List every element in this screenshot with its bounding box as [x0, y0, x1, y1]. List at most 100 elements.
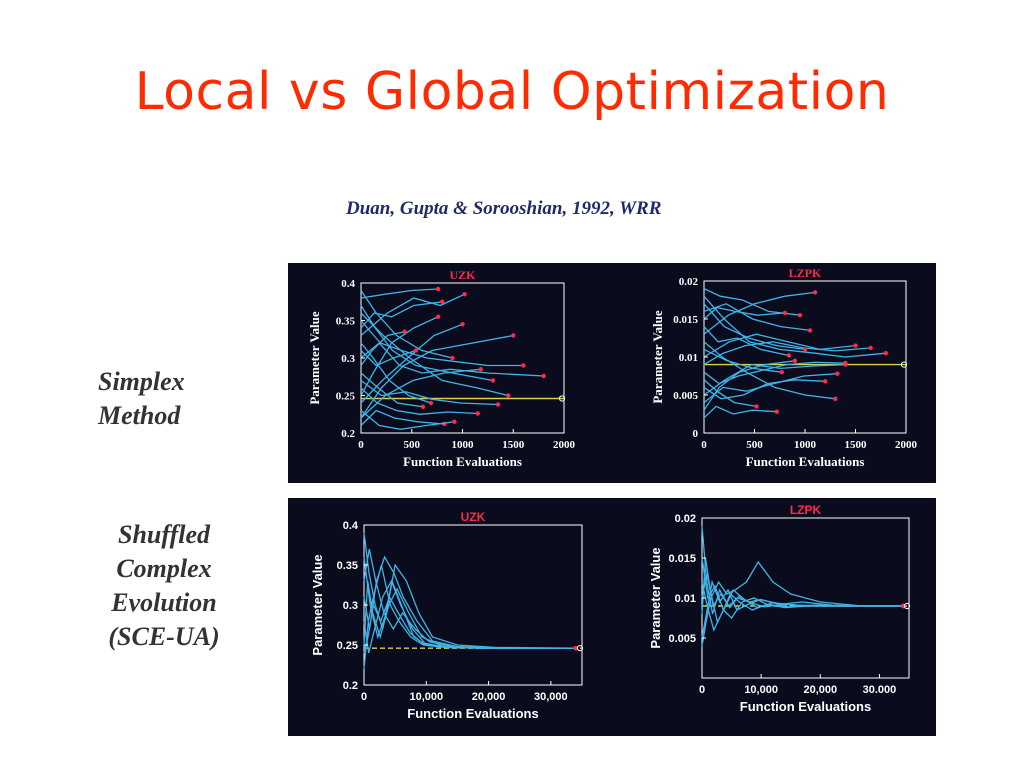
series-line-8 — [363, 595, 576, 654]
series-end-marker-19 — [413, 348, 419, 353]
series-line-14 — [360, 320, 524, 367]
series-line-6 — [701, 579, 904, 639]
row-label-simplex-line2: Method — [98, 401, 181, 430]
y-tick-label: 0.25 — [336, 391, 356, 403]
series-end-marker-17 — [782, 310, 787, 316]
y-axis-label: Parameter Value — [307, 311, 322, 404]
row-label-sce: Shuffled Complex Evolution (SCE-UA) — [84, 518, 244, 654]
series-end-marker-17 — [440, 299, 445, 304]
x-tick-label: 0 — [358, 439, 364, 451]
x-axis-label: Function Evaluations — [407, 706, 538, 721]
y-tick-label: 0.35 — [337, 560, 358, 572]
series-line-17 — [703, 306, 785, 320]
series-line-3 — [703, 341, 836, 400]
slide-title: Local vs Global Optimization — [134, 62, 890, 122]
x-tick-label: 1500 — [845, 439, 868, 451]
x-tick-label: 30.000 — [863, 684, 897, 696]
optimum-point — [576, 645, 584, 652]
y-tick-label: 0.25 — [337, 640, 358, 652]
series-line-11 — [703, 405, 777, 419]
series-end-marker-16 — [478, 367, 483, 372]
series-end-marker-1 — [450, 355, 455, 361]
series-line-7 — [703, 288, 800, 316]
series-line-11 — [360, 342, 432, 404]
series-end-marker-20 — [452, 419, 457, 424]
y-tick-label: 0.2 — [343, 680, 358, 692]
sce-lzpk-chart: 0 10,000 20,000 30.000 0.005 0.01 0.015 0.02 LZP… — [648, 503, 911, 714]
y-tick-label: 0.02 — [679, 276, 699, 288]
series-line-16 — [360, 368, 481, 419]
row-label-simplex: Simplex Method — [98, 365, 185, 433]
series-line-5 — [701, 557, 904, 620]
y-tick-label: 0.3 — [341, 353, 355, 365]
x-tick-label: 0 — [361, 691, 367, 703]
series-end-marker-10 — [460, 322, 465, 327]
y-tick-label: 0.4 — [341, 278, 355, 290]
series-line-10 — [703, 341, 871, 366]
series-line-7 — [363, 548, 576, 649]
x-tick-label: 1000 — [794, 439, 817, 451]
series-line-19 — [360, 349, 417, 367]
y-tick-label: 0 — [693, 428, 699, 440]
series-end-marker-7 — [462, 292, 467, 297]
row-label-sce-line1: Shuffled — [118, 520, 210, 549]
plot-frame — [703, 280, 907, 434]
series-end-marker-11 — [428, 400, 434, 406]
simplex-uzk-chart: 0 500 1000 1500 2000 0.2 0.25 0.3 0.35 0.4 UZK Func… — [307, 268, 576, 469]
series-line-17 — [360, 301, 443, 329]
series-end-marker-13 — [823, 379, 828, 384]
series-end-marker-11 — [774, 409, 779, 414]
x-tick-label: 20,000 — [803, 684, 837, 696]
x-axis-label: Function Evaluations — [746, 454, 865, 469]
citation: Duan, Gupta & Sorooshian, 1992, WRR — [346, 198, 662, 219]
simplex-lzpk-chart: 0 500 1000 1500 2000 0 0.005 0.01 0.015 0.02 LZPK F… — [650, 266, 918, 469]
series-line-18 — [360, 379, 499, 406]
series-line-18 — [703, 373, 838, 404]
chart-title: UZK — [449, 268, 476, 282]
x-tick-label: 0 — [701, 439, 707, 451]
plot-frame — [363, 524, 583, 686]
chart-title: LZPK — [789, 266, 822, 280]
optimum-point — [900, 361, 908, 368]
series-line-5 — [360, 312, 509, 397]
series-end-marker-8 — [573, 646, 578, 651]
series-line-10 — [360, 323, 463, 404]
series-line-12 — [360, 288, 439, 299]
x-tick-label: 2000 — [895, 439, 918, 451]
x-tick-label: 1000 — [452, 439, 475, 451]
series-end-marker-12 — [435, 286, 441, 292]
series-line-4 — [701, 557, 904, 624]
series-end-marker-7 — [797, 313, 803, 318]
y-tick-label: 0.005 — [673, 390, 698, 402]
y-tick-label: 0.015 — [668, 553, 696, 565]
series-line-1 — [360, 290, 453, 359]
simplex-figure-panel: 0 500 1000 1500 2000 0.2 0.25 0.3 0.35 0.4 UZK Func… — [288, 263, 936, 483]
series-line-6 — [703, 333, 856, 358]
chart-title: UZK — [461, 510, 486, 524]
series-line-5 — [703, 379, 757, 408]
y-axis-label: Parameter Value — [310, 554, 325, 655]
series-end-marker-18 — [835, 371, 840, 376]
row-label-sce-line2: Complex — [116, 554, 212, 583]
series-line-13 — [360, 387, 478, 415]
x-tick-label: 2000 — [553, 439, 576, 451]
series-line-4 — [703, 303, 811, 332]
row-label-simplex-line1: Simplex — [98, 367, 185, 396]
series-line-15 — [360, 331, 405, 366]
series-end-marker-4 — [435, 314, 441, 319]
x-axis-label: Function Evaluations — [740, 699, 871, 714]
series-end-marker-3 — [833, 396, 838, 401]
y-tick-label: 0.3 — [343, 600, 358, 612]
x-tick-label: 20,000 — [472, 691, 506, 703]
row-label-sce-line3: Evolution — [111, 588, 217, 617]
plot-frame — [360, 282, 565, 434]
series-end-marker-8 — [420, 404, 426, 409]
series-end-marker-2 — [792, 358, 798, 363]
series-end-marker-9 — [490, 378, 496, 383]
series-line-6 — [360, 409, 445, 426]
series-end-marker-14 — [521, 363, 526, 368]
x-tick-label: 10,000 — [744, 684, 778, 696]
sce-figure-panel: 0 10,000 20,000 30,000 0.2 0.25 0.3 0.35 0.4 UZK F… — [288, 498, 936, 736]
series-line-9 — [360, 305, 494, 382]
y-axis-label: Parameter Value — [648, 547, 663, 648]
